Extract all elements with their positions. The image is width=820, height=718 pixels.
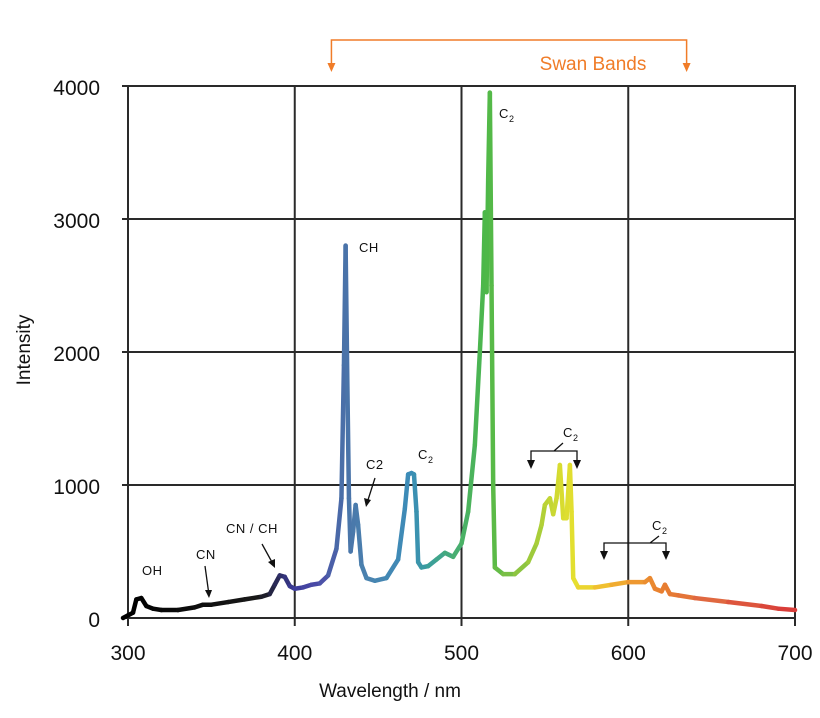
annotation-c2-bracket-1-arrow-right bbox=[573, 460, 581, 469]
annotation-c2-bracket-2-arrow-left bbox=[600, 551, 608, 560]
spectrum-segment bbox=[339, 363, 347, 501]
swan-bands-arrow-left bbox=[327, 63, 336, 72]
spectrum-segment bbox=[450, 541, 464, 560]
annotations: OH CN CN / CH CH C2 C 2 C 2 C 2 C 2 bbox=[142, 106, 670, 598]
spectrum-segment bbox=[776, 606, 798, 613]
spectrum-segment bbox=[759, 603, 781, 611]
annotation-cn-ch: CN / CH bbox=[226, 521, 278, 536]
y-axis-title: Intensity bbox=[14, 314, 35, 385]
spectrum-segment bbox=[676, 593, 698, 601]
y-tick-label-2000: 2000 bbox=[53, 343, 100, 366]
spectrum-segment bbox=[355, 522, 364, 568]
y-tick-label-4000: 4000 bbox=[53, 77, 100, 100]
swan-bands-line bbox=[330, 39, 688, 66]
spectrum-segment bbox=[592, 582, 614, 590]
spectrum-segment bbox=[343, 243, 350, 381]
spectrum-segment bbox=[395, 506, 408, 562]
annotation-c2-471-text: C bbox=[418, 447, 428, 462]
x-tick-label-300: 300 bbox=[110, 642, 145, 665]
spectrum-segment bbox=[569, 509, 576, 581]
gridlines bbox=[122, 85, 796, 626]
spectrum-segment bbox=[550, 496, 559, 517]
spectrum-segment bbox=[534, 522, 544, 546]
spectrum-segment bbox=[557, 462, 566, 521]
spectrum-segment bbox=[609, 579, 631, 587]
spectrum-segment bbox=[348, 529, 356, 554]
y-tick-label-1000: 1000 bbox=[53, 476, 100, 499]
spectrum-segment bbox=[334, 496, 344, 552]
annotation-c2-bracket-2-text: C bbox=[652, 518, 662, 533]
spectrum-segment bbox=[490, 482, 498, 570]
spectrum-segment bbox=[325, 546, 339, 578]
annotation-c2-bracket-1-sub: 2 bbox=[573, 433, 578, 443]
annotation-c2-bracket-1-arrow-left bbox=[527, 460, 535, 469]
spectrum-segment bbox=[359, 562, 369, 581]
spectrum-segment bbox=[345, 376, 352, 501]
y-tick-label-3000: 3000 bbox=[53, 210, 100, 233]
x-tick-label-500: 500 bbox=[444, 642, 479, 665]
spectrum-segment bbox=[525, 541, 539, 565]
annotation-c2-bracket-2-arrow-right bbox=[662, 551, 670, 560]
spectrum-segment bbox=[489, 283, 496, 488]
annotation-c2-437-arrowhead bbox=[364, 498, 371, 507]
annotation-c2-471-sub: 2 bbox=[428, 455, 433, 465]
spectrum-segment bbox=[414, 509, 421, 565]
plot-frame bbox=[127, 85, 796, 619]
annotation-c2-bracket-2-sub: 2 bbox=[662, 526, 667, 536]
swan-bands-label: Swan Bands bbox=[540, 54, 647, 75]
spectrum-segment bbox=[484, 176, 491, 295]
annotation-c2-bracket-2: C 2 bbox=[600, 518, 670, 560]
x-tick-label-400: 400 bbox=[277, 642, 312, 665]
series-layer bbox=[120, 90, 798, 621]
spectrum-segment bbox=[209, 599, 231, 607]
annotation-c2-437: C2 bbox=[366, 457, 384, 472]
spectrum-segment bbox=[487, 90, 494, 288]
spectrum-segment bbox=[411, 472, 419, 514]
spectrum-segment bbox=[692, 595, 731, 605]
spectrum-segment bbox=[242, 594, 264, 602]
annotation-ch: CH bbox=[359, 240, 379, 255]
annotation-c2-437-arrow bbox=[366, 477, 376, 504]
annotation-cn-arrowhead bbox=[205, 590, 212, 598]
spectrum-segment bbox=[225, 597, 247, 605]
spectrum-segment bbox=[175, 605, 197, 613]
spectrum-segment bbox=[384, 557, 401, 581]
spectrum-segment bbox=[459, 509, 471, 546]
spectrum-segment bbox=[726, 599, 764, 609]
spectrum-segment bbox=[353, 502, 361, 528]
swan-bands-arrow-right bbox=[682, 63, 691, 72]
spectrum-segment bbox=[567, 462, 574, 514]
spectrum-segment bbox=[465, 442, 478, 514]
annotation-c2-517-sub: 2 bbox=[509, 114, 514, 124]
y-tick-label-0: 0 bbox=[88, 609, 100, 632]
x-tick-label-700: 700 bbox=[777, 642, 812, 665]
spectrum-segment bbox=[539, 502, 548, 528]
swan-bands-bracket: Swan Bands bbox=[327, 39, 691, 75]
annotation-cn-ch-arrowhead bbox=[268, 559, 275, 568]
annotation-oh: OH bbox=[142, 563, 163, 578]
annotation-cn: CN bbox=[196, 547, 216, 562]
x-tick-label-600: 600 bbox=[611, 642, 646, 665]
spectrum-segment bbox=[477, 283, 486, 355]
annotation-c2-517: C 2 bbox=[499, 106, 514, 124]
x-axis-title: Wavelength / nm bbox=[319, 681, 461, 702]
annotation-c2-bracket-1-line bbox=[530, 442, 578, 463]
annotation-c2-bracket-2-line bbox=[603, 535, 667, 554]
spectrum-segment bbox=[130, 597, 139, 615]
annotation-c2-bracket-1-text: C bbox=[563, 425, 573, 440]
spectrum-segment bbox=[512, 559, 531, 577]
annotation-c2-471: C 2 bbox=[418, 447, 433, 465]
spectrum-segment bbox=[402, 472, 411, 512]
spectrum-segment bbox=[472, 349, 483, 448]
annotation-c2-517-text: C bbox=[499, 106, 509, 121]
annotation-c2-bracket-1: C 2 bbox=[527, 425, 581, 469]
ticks-layer: 300 400 500 600 700 0 1000 2000 3000 4000 bbox=[53, 77, 812, 665]
